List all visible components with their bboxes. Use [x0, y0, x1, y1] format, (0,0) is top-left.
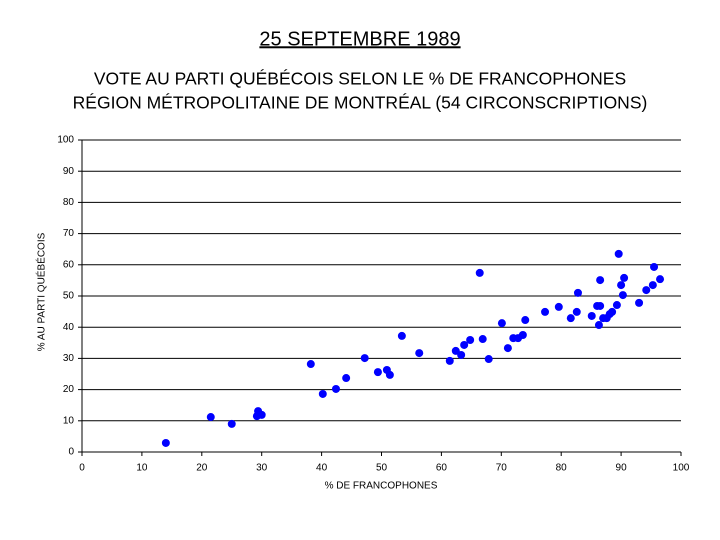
x-tick-label: 30 [256, 463, 268, 474]
x-tick-label: 80 [556, 463, 568, 474]
point [594, 321, 603, 330]
point [521, 316, 530, 325]
point [466, 335, 475, 344]
y-tick-label: 40 [63, 322, 75, 333]
point [554, 302, 563, 311]
x-tick-label: 20 [196, 463, 208, 474]
point [617, 281, 626, 290]
point [457, 350, 466, 359]
point [650, 262, 659, 271]
x-tick-label: 10 [136, 463, 148, 474]
point [573, 288, 582, 297]
point [478, 335, 487, 344]
point [541, 307, 550, 316]
y-axis-label: % AU PARTI QUÉBÉCOIS [35, 232, 48, 351]
y-tick-label: 30 [63, 353, 75, 364]
point [572, 307, 581, 316]
point [596, 301, 605, 310]
point [161, 438, 170, 447]
y-tick-label: 10 [63, 415, 75, 426]
point [331, 384, 340, 393]
y-tick-label: 70 [63, 228, 75, 239]
point [306, 360, 315, 369]
y-tick-label: 0 [68, 447, 74, 458]
point [318, 389, 327, 398]
point [475, 268, 484, 277]
point [614, 249, 623, 258]
point [373, 368, 382, 377]
y-tick-label: 80 [63, 197, 75, 208]
y-tick-label: 50 [63, 291, 75, 302]
x-tick-label: 0 [79, 463, 85, 474]
point [503, 344, 512, 353]
y-tick-label: 20 [63, 384, 75, 395]
point [656, 275, 665, 284]
point [635, 298, 644, 307]
point [618, 291, 627, 300]
point [566, 314, 575, 323]
point [620, 273, 629, 282]
chart-subtitle: VOTE AU PARTI QUÉBÉCOIS SELON LE % DE FR… [94, 69, 626, 89]
point [257, 410, 266, 419]
x-tick-label: 90 [616, 463, 628, 474]
point [608, 307, 617, 316]
y-tick-label: 100 [57, 135, 74, 146]
point [397, 331, 406, 340]
point [596, 276, 605, 285]
point [342, 374, 351, 383]
y-tick-label: 90 [63, 166, 75, 177]
point [460, 340, 469, 349]
x-tick-label: 70 [496, 463, 508, 474]
point [385, 370, 394, 379]
point [648, 281, 657, 290]
x-axis-label: % DE FRANCOPHONES [325, 481, 438, 492]
point [415, 349, 424, 358]
point [602, 314, 611, 323]
chart-title: 25 SEPTEMBRE 1989 [259, 28, 460, 50]
point [227, 419, 236, 428]
point [206, 413, 215, 422]
x-tick-label: 60 [436, 463, 448, 474]
point [642, 286, 651, 295]
point [445, 356, 454, 365]
chart-subtitle: RÉGION MÉTROPOLITAINE DE MONTRÉAL (54 CI… [73, 93, 648, 113]
point [484, 355, 493, 364]
point [497, 319, 506, 328]
x-tick-label: 40 [316, 463, 328, 474]
point [518, 331, 527, 339]
point [360, 354, 369, 363]
point [612, 301, 621, 310]
x-tick-label: 100 [673, 463, 690, 474]
x-tick-label: 50 [376, 463, 388, 474]
y-tick-label: 60 [63, 259, 75, 270]
point [587, 311, 596, 320]
